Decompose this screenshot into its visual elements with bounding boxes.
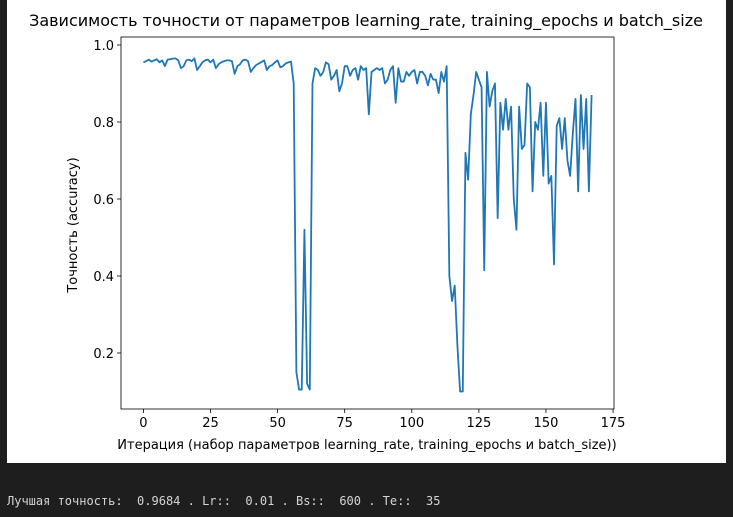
x-tick-label: 75 [336, 416, 353, 431]
x-tick-label: 175 [601, 416, 626, 431]
x-tick-label: 100 [399, 416, 424, 431]
x-tick-label: 125 [466, 416, 491, 431]
data-line [143, 57, 593, 393]
chart-title: Зависимость точности от параметров learn… [29, 11, 703, 31]
y-tick-label: 1.0 [93, 39, 114, 54]
y-axis-label: Точность (accuracy) [66, 157, 81, 293]
x-tick-label: 0 [139, 416, 147, 431]
x-tick-label: 25 [202, 416, 219, 431]
y-tick-label: 0.4 [93, 270, 114, 285]
console-output: Лучшая точность: 0.9684 . Lr:: 0.01 . Bs… [7, 494, 441, 508]
x-tick-label: 150 [534, 416, 559, 431]
chart: Зависимость точности от параметров learn… [7, 0, 726, 463]
x-tick-label: 50 [269, 416, 286, 431]
x-axis-label: Итерация (набор параметров learning_rate… [117, 438, 616, 453]
axes-frame [120, 36, 615, 410]
y-tick-label: 0.2 [93, 347, 114, 362]
y-tick-label: 0.8 [93, 116, 114, 131]
y-tick-label: 0.6 [93, 193, 114, 208]
